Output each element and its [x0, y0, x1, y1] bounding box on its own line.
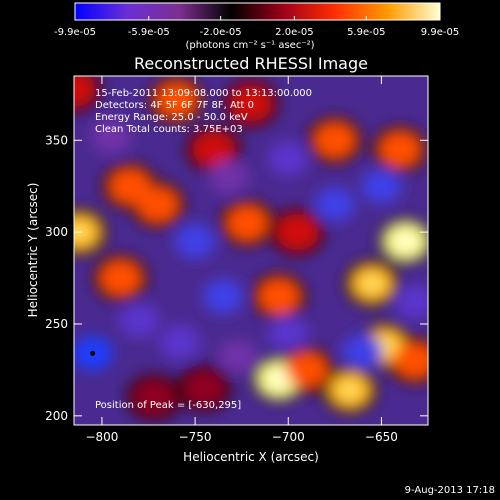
heatmap-blob: [268, 316, 309, 351]
heatmap-blob: [183, 370, 226, 407]
annotation-line: Clean Total counts: 3.75E+03: [95, 124, 243, 135]
x-tick-label: −800: [85, 430, 118, 444]
colorbar-tick-label: -9.9e-05: [54, 27, 96, 38]
heatmap-blob-core: [74, 223, 91, 242]
colorbar-gradient: [74, 2, 441, 21]
annotation-line: 15-Feb-2011 13:09:08.000 to 13:13:00.000: [95, 88, 312, 99]
heatmap-blob: [276, 214, 319, 250]
annotation-line: Energy Range: 25.0 - 50.0 keV: [95, 112, 248, 123]
heatmap-blob: [394, 284, 428, 319]
heatmap-blob: [208, 160, 249, 195]
y-tick-label: 200: [45, 409, 68, 423]
y-tick-label: 250: [45, 317, 68, 331]
colorbar-tick-label: 9.9e-05: [421, 27, 459, 38]
heatmap-blob: [99, 260, 142, 296]
heatmap-blob: [342, 334, 383, 369]
heatmap-blob: [226, 205, 269, 241]
x-tick-label: −650: [365, 430, 398, 444]
heatmap-blob-core: [361, 274, 384, 293]
colorbar-tick-label: 5.9e-05: [347, 27, 385, 38]
y-axis-label: Heliocentric Y (arcsec): [26, 183, 40, 318]
y-tick-label: 300: [45, 225, 68, 239]
heatmap-blob-core: [394, 232, 417, 251]
heatmap-blob: [285, 352, 328, 388]
heatmap-blob-core: [338, 381, 361, 400]
heatmap-blob: [361, 169, 402, 204]
colorbar: -9.9e-05 -5.9e-05 -2.0e-05 2.0e-05 5.9e-05 9.…: [0, 0, 500, 60]
y-tick-label: 350: [45, 133, 68, 147]
heatmap-blob: [379, 131, 422, 168]
heatmap-blob: [393, 342, 428, 379]
footer-date: 9-Aug-2013 17:18: [404, 485, 495, 496]
colorbar-svg: -9.9e-05 -5.9e-05 -2.0e-05 2.0e-05 5.9e-05 9.…: [54, 2, 459, 38]
heatmap-blob: [119, 303, 160, 338]
annotation-line: Detectors: 4F 5F 6F 7F 8F, Att 0: [95, 100, 254, 111]
heatmap-blob: [160, 325, 201, 360]
heatmap-blob: [314, 187, 355, 222]
heatmap-blob: [230, 85, 272, 122]
minimum-marker: [90, 350, 96, 356]
heatmap-blob: [108, 168, 151, 205]
colorbar-tick-label: -5.9e-05: [128, 27, 170, 38]
heatmap-blob: [203, 279, 244, 314]
colorbar-tick-label: -2.0e-05: [200, 27, 242, 38]
colorbar-tick-label: 2.0e-05: [275, 27, 313, 38]
heatmap-blob: [175, 224, 216, 259]
heatmap-blob: [217, 340, 258, 375]
chart-title: Reconstructed RHESSI Image: [134, 54, 368, 73]
heatmap-blob-core: [267, 370, 290, 389]
heatmap-blob: [257, 278, 300, 315]
heatmap-blob: [133, 379, 176, 416]
heatmap-blob: [74, 76, 95, 107]
plot-frame: [73, 75, 429, 426]
heatmap-blob: [91, 119, 132, 154]
heatmap-blob: [155, 82, 198, 118]
heatmap-blob: [192, 131, 235, 168]
peak-position-label: Position of Peak = [-630,295]: [95, 400, 241, 411]
x-tick-label: −700: [272, 430, 305, 444]
heatmap-blob: [268, 141, 309, 176]
x-axis-label: Heliocentric X (arcsec): [183, 450, 319, 464]
heatmap-blob: [313, 122, 356, 159]
colorbar-unit-label: (photons cm⁻² s⁻¹ asec⁻²): [185, 40, 315, 51]
x-tick-label: −750: [179, 430, 212, 444]
